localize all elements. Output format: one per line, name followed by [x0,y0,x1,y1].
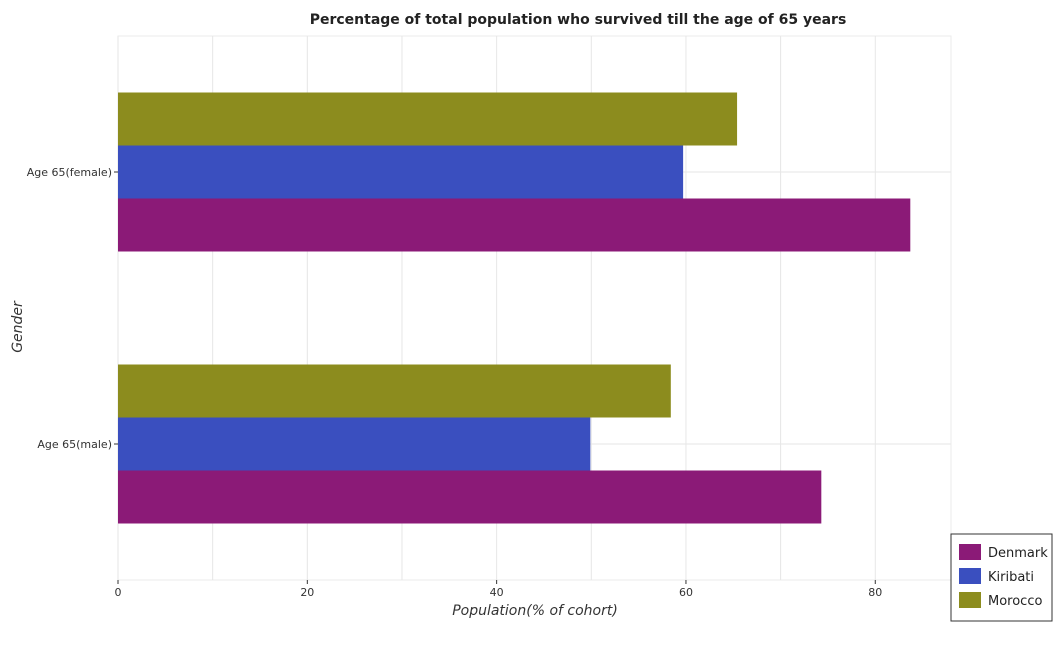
legend-label-denmark: Denmark [988,546,1048,561]
bar-kiribati-female [118,145,684,199]
legend: Denmark Kiribati Morocco [950,533,1053,622]
x-tick-label: 40 [490,586,504,599]
y-axis-label: Gender [10,300,26,353]
x-tick-label: 80 [868,586,882,599]
bar-denmark-female [118,198,911,252]
legend-label-kiribati: Kiribati [988,570,1034,585]
bar-kiribati-male [118,417,591,471]
x-tick-label: 0 [115,586,122,599]
legend-swatch-kiribati [959,568,981,584]
x-tick-label: 20 [300,586,314,599]
legend-swatch-morocco [959,592,981,608]
y-tick-label: Age 65(male) [37,438,112,451]
bar-denmark-male [118,470,822,524]
axes: Age 65(female) Age 65(male) 0 20 40 60 80 [27,166,883,599]
legend-label-morocco: Morocco [988,594,1042,609]
bar-morocco-male [118,364,671,418]
bar-morocco-female [118,92,738,146]
bars [118,92,911,524]
x-axis-label: Population(% of cohort) [452,603,618,619]
x-tick-label: 60 [679,586,693,599]
y-tick-label: Age 65(female) [27,166,112,179]
chart-title: Percentage of total population who survi… [310,12,847,28]
legend-swatch-denmark [959,544,981,560]
